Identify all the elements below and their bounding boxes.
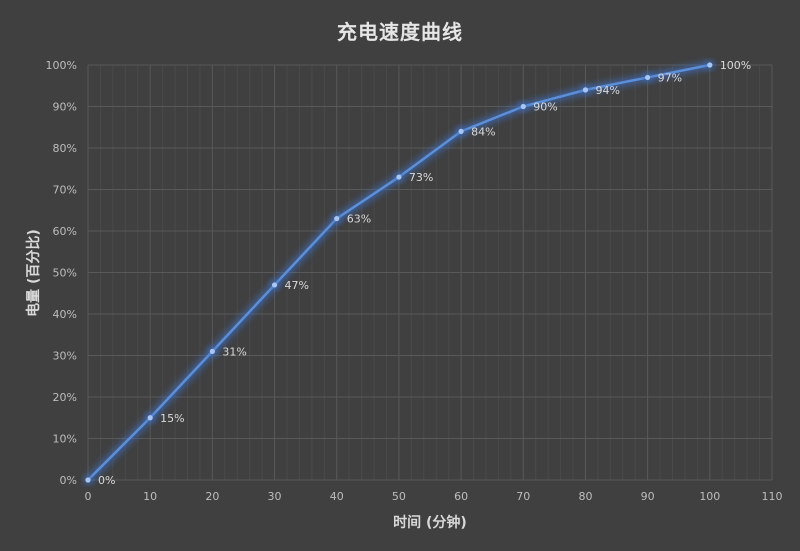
data-label: 63% [347,213,371,226]
data-point-marker [85,477,91,483]
data-point-marker [396,174,402,180]
x-tick-label: 50 [392,490,406,503]
y-tick-label: 0% [60,474,77,487]
data-label: 0% [98,474,115,487]
data-point-marker [582,87,589,93]
data-point-marker [645,74,651,81]
data-labels: 0% 15% 31% 47% 63% 73% 84% 90% 94% 97% 100% [98,59,751,487]
data-point-marker [520,103,526,110]
x-tick-label: 70 [516,490,530,503]
x-tick-label: 20 [205,490,219,503]
x-tick-label: 90 [641,490,655,503]
y-axis-ticks: 0% 10% 20% 30% 40% 50% 60% 70% 80% 90% 100% [46,59,77,487]
x-tick-label: 30 [268,490,282,503]
x-tick-label: 80 [578,490,592,503]
data-label: 15% [160,412,184,425]
y-tick-label: 50% [53,267,77,280]
x-tick-label: 60 [454,490,468,503]
y-tick-label: 60% [53,225,77,238]
data-label: 73% [409,171,433,184]
data-point-marker [209,348,215,354]
data-point-marker [458,128,464,134]
y-tick-label: 90% [53,101,77,114]
data-label: 100% [720,59,751,72]
major-gridlines [87,64,773,481]
x-axis-title: 时间 (分钟) [393,515,467,531]
chart-title: 充电速度曲线 [337,20,463,44]
y-tick-label: 40% [53,308,77,321]
x-tick-label: 40 [330,490,344,503]
y-tick-label: 80% [53,142,77,155]
data-label: 47% [285,279,309,292]
y-tick-label: 100% [46,59,77,72]
y-tick-label: 70% [53,184,77,197]
data-label: 94% [595,84,619,97]
data-point-marker [334,215,340,222]
data-label: 97% [658,71,682,84]
data-point-marker [707,62,713,68]
y-axis-title: 电量 (百分比) [26,229,42,317]
data-point-marker [271,282,278,288]
y-tick-label: 10% [53,433,77,446]
x-tick-label: 10 [143,490,157,503]
x-tick-label: 0 [85,490,92,503]
data-label: 90% [533,101,557,114]
x-axis-ticks: 0 10 20 30 40 50 60 70 80 90 100 110 [85,490,783,503]
x-tick-label: 100 [699,490,720,503]
data-label: 84% [471,125,495,138]
data-series [83,60,715,485]
data-label: 31% [222,345,246,358]
data-point-marker [147,415,153,421]
y-tick-label: 20% [53,391,77,404]
y-tick-label: 30% [53,350,77,363]
x-tick-label: 110 [762,490,783,503]
